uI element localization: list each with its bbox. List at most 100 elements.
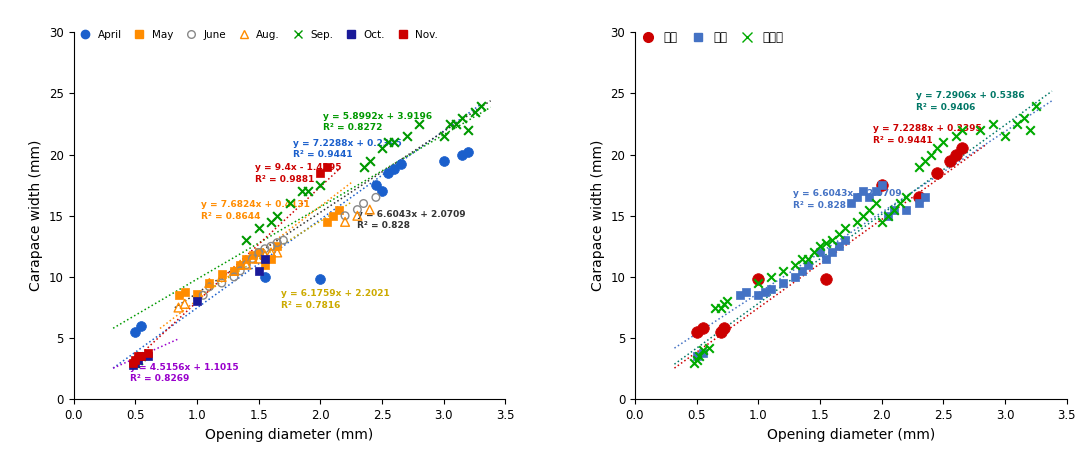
Point: [886, 206, 903, 213]
Point: [257, 261, 274, 269]
Point: [318, 218, 336, 225]
Point: [200, 283, 218, 291]
Point: [916, 157, 934, 164]
Point: [392, 161, 409, 168]
Point: [898, 206, 915, 213]
Point: [854, 188, 872, 195]
Point: [928, 145, 945, 152]
Point: [466, 108, 483, 115]
Point: [257, 273, 274, 280]
Point: [386, 166, 403, 173]
Point: [125, 361, 142, 369]
Text: y = 4.5156x + 1.1015
R² = 0.8269: y = 4.5156x + 1.1015 R² = 0.8269: [130, 363, 239, 383]
Point: [811, 243, 828, 250]
Point: [386, 139, 403, 146]
Point: [200, 280, 218, 287]
Point: [971, 126, 989, 134]
Point: [257, 251, 274, 258]
Point: [244, 255, 261, 262]
Point: [232, 261, 249, 269]
Point: [399, 133, 416, 140]
Point: [786, 273, 804, 280]
Point: [928, 169, 945, 177]
Point: [379, 139, 396, 146]
Point: [805, 249, 822, 256]
Point: [177, 288, 194, 295]
Point: [312, 276, 329, 283]
Point: [762, 285, 780, 293]
Point: [786, 261, 804, 269]
Point: [866, 200, 884, 207]
Text: y = 7.2906x + 0.5386
R² = 0.9406: y = 7.2906x + 0.5386 R² = 0.9406: [916, 91, 1025, 112]
Point: [830, 230, 847, 238]
Point: [188, 298, 206, 305]
Point: [250, 224, 268, 232]
Point: [361, 206, 378, 213]
Y-axis label: Carapace width (mm): Carapace width (mm): [29, 140, 43, 291]
Point: [774, 280, 792, 287]
Point: [257, 255, 274, 262]
Point: [873, 181, 890, 189]
Point: [133, 353, 151, 360]
Point: [299, 188, 316, 195]
Point: [886, 206, 903, 213]
Point: [916, 194, 934, 201]
Point: [749, 280, 767, 287]
Point: [349, 206, 366, 213]
Point: [738, 288, 755, 295]
Point: [713, 328, 730, 336]
Text: y = 5.8992x + 3.9196
R² = 0.8272: y = 5.8992x + 3.9196 R² = 0.8272: [323, 112, 432, 133]
Point: [824, 236, 841, 244]
Point: [749, 276, 767, 283]
Point: [879, 212, 897, 219]
Point: [694, 349, 712, 357]
Point: [953, 145, 970, 152]
Point: [330, 206, 348, 213]
Point: [762, 273, 780, 280]
Point: [1015, 114, 1032, 122]
Text: y = 7.6824x + 0.4131
R² = 0.8644: y = 7.6824x + 0.4131 R² = 0.8644: [200, 200, 310, 221]
Point: [799, 255, 817, 262]
Point: [719, 298, 736, 305]
Point: [731, 291, 748, 299]
Point: [996, 133, 1014, 140]
Point: [129, 353, 146, 360]
Point: [237, 261, 255, 269]
Point: [910, 200, 927, 207]
Point: [866, 188, 884, 195]
Point: [691, 353, 708, 360]
Point: [454, 114, 471, 122]
Point: [713, 304, 730, 311]
Point: [262, 218, 279, 225]
Point: [1008, 120, 1026, 128]
Point: [127, 357, 144, 364]
Point: [293, 188, 311, 195]
Point: [953, 126, 970, 134]
Point: [715, 325, 732, 332]
Point: [125, 359, 142, 366]
Point: [756, 288, 773, 295]
Point: [244, 251, 261, 258]
Point: [824, 249, 841, 256]
Point: [811, 249, 828, 256]
Point: [706, 304, 723, 311]
Point: [188, 291, 206, 298]
Point: [793, 267, 810, 274]
Point: [435, 133, 453, 140]
Point: [688, 357, 705, 364]
Point: [941, 157, 958, 164]
X-axis label: Opening diameter (mm): Opening diameter (mm): [767, 428, 935, 442]
Text: y = 9.4x - 1.4295
R² = 0.9881: y = 9.4x - 1.4295 R² = 0.9881: [255, 163, 341, 184]
Point: [799, 261, 817, 269]
Point: [337, 218, 354, 225]
Point: [774, 267, 792, 274]
Point: [873, 218, 890, 225]
Point: [262, 249, 279, 256]
Point: [379, 169, 396, 177]
Point: [460, 126, 478, 134]
Point: [454, 151, 471, 158]
Point: [848, 218, 865, 225]
Point: [237, 261, 255, 269]
Point: [836, 236, 853, 244]
Point: [984, 120, 1002, 128]
